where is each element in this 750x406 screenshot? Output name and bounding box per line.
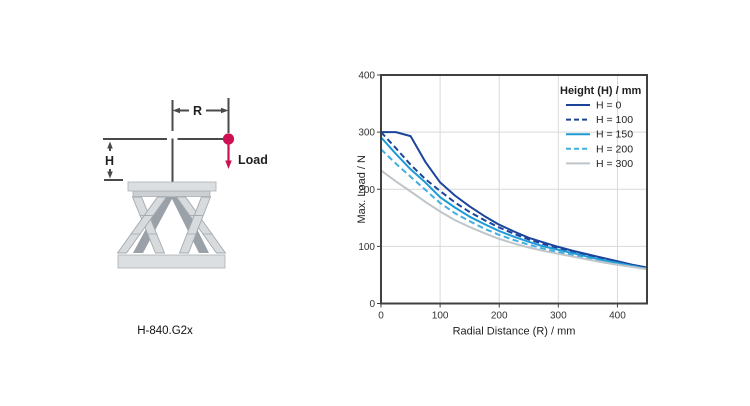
curve-h-0: [381, 131, 648, 269]
load-arrow-head-icon: [225, 160, 232, 169]
load-chart-svg: 0 100 200 300 400 0 100 200 300 400 Radial Distanc…: [356, 71, 648, 338]
y-tick-label: 400: [358, 71, 375, 82]
load-point-icon: [222, 133, 235, 145]
y-axis-title: Max. Load / N: [356, 155, 368, 224]
r-dimension-label: R: [193, 104, 202, 118]
x-tick-label: 100: [432, 311, 449, 322]
load-marker-group: [222, 133, 235, 169]
r-arrow-left-icon: [172, 107, 180, 114]
x-axis-title: Radial Distance (R) / mm: [453, 326, 576, 338]
back-leg: [171, 197, 209, 253]
h-arrow-down-icon: [107, 171, 113, 179]
y-tick-label: 300: [358, 128, 375, 139]
leg-joints: [130, 215, 213, 235]
h-dimension-label: H: [105, 154, 114, 168]
curve-h-150: [380, 136, 648, 270]
y-tick-label: 100: [358, 242, 375, 253]
load-chart: 0 100 200 300 400 0 100 200 300 400 Radial Distanc…: [355, 55, 667, 352]
curve-h-200: [380, 148, 648, 270]
x-tick-label: 0: [378, 311, 384, 322]
dimension-arrowheads: [107, 107, 229, 179]
curve-h-300: [380, 169, 648, 271]
legend-label-h-300: H = 300: [596, 158, 633, 170]
x-tick-label: 300: [550, 311, 567, 322]
base-platform: [117, 254, 226, 269]
plot-frame: [380, 74, 648, 305]
hexapod-platforms: [117, 181, 226, 269]
legend-title: Height (H) / mm: [560, 85, 641, 97]
legend-label-h-150: H = 150: [596, 129, 633, 141]
hexapod-front-legs: [116, 196, 227, 254]
legend-label-h-100: H = 100: [596, 114, 633, 126]
hexapod-load-diagram: R H Load H-840.G2x: [103, 98, 268, 337]
curve-h-100: [380, 131, 648, 270]
x-tick-label: 200: [491, 311, 508, 322]
load-label: Load: [238, 153, 268, 167]
model-caption: H-840.G2x: [137, 325, 193, 337]
x-tick-label: 400: [609, 311, 626, 322]
h-arrow-up-icon: [107, 141, 113, 149]
legend-label-h-200: H = 200: [596, 143, 633, 155]
dimension-lines: [103, 98, 230, 182]
top-subplate: [132, 190, 211, 197]
r-arrow-right-icon: [221, 107, 229, 114]
y-tick-label: 0: [369, 299, 375, 310]
top-platform: [127, 181, 217, 192]
legend-label-h-0: H = 0: [596, 100, 622, 112]
y-tick-label: 200: [358, 185, 375, 196]
